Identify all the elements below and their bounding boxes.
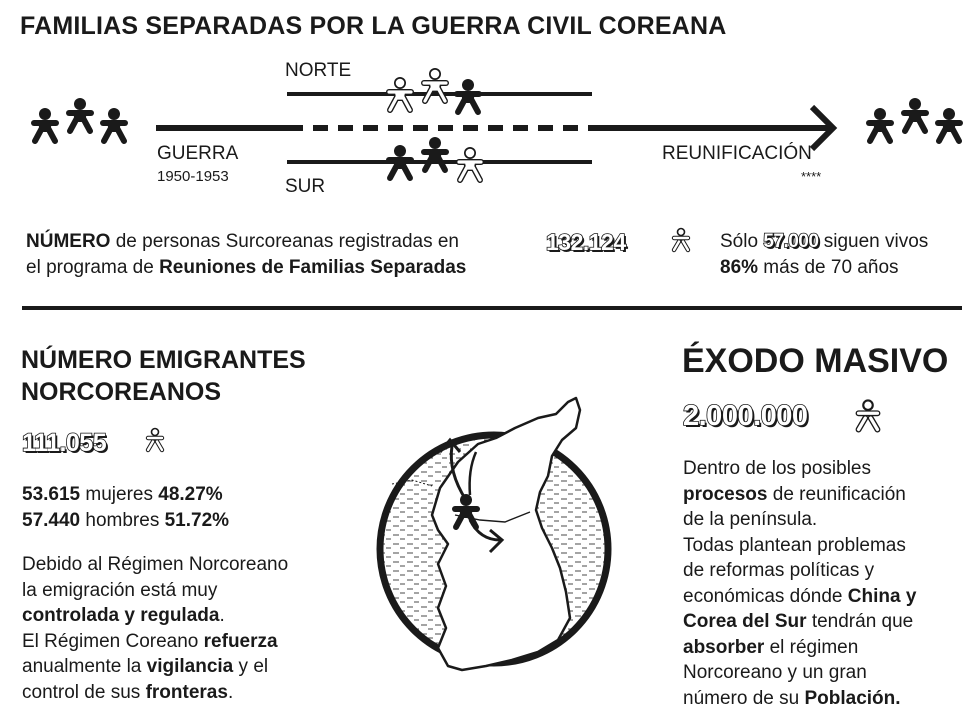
person-outline-icon <box>424 68 446 101</box>
paragraph-line: de reformas políticas y <box>683 560 875 581</box>
south-label: SUR <box>285 176 326 197</box>
paragraph-bold: China y <box>847 585 917 607</box>
person-solid-icon <box>389 145 411 178</box>
paragraph-line: de la península. <box>683 509 818 530</box>
person-outline-icon <box>859 399 878 429</box>
emigrants-heading: NÚMERO EMIGRANTES NORCOREANOS <box>21 344 306 408</box>
paragraph-text: control de sus <box>22 681 146 703</box>
paragraph-bold: vigilancia <box>146 656 234 677</box>
reunification-stars: **** <box>801 169 822 184</box>
paragraph-bold: controlada y regulada <box>22 605 220 626</box>
paragraph-text: tendrán que <box>806 611 914 632</box>
men-pct: 51.72% <box>164 509 230 531</box>
person-outline-icon <box>389 77 411 110</box>
paragraph-bold: refuerza <box>203 630 278 652</box>
paragraph-text: anualmente la <box>22 656 147 677</box>
person-solid-icon <box>34 108 56 141</box>
korea-map-icon <box>376 396 612 672</box>
women-label: mujeres <box>80 484 159 505</box>
exodus-paragraph: Dentro de los posibles procesos de reuni… <box>683 456 916 711</box>
registry-count: 132.124 <box>545 228 627 256</box>
family-right <box>869 98 960 141</box>
paragraph-line: la emigración está muy <box>22 579 218 601</box>
family-south <box>389 137 481 180</box>
alive-suffix: siguen vivos <box>818 231 929 252</box>
page-title: FAMILIAS SEPARADAS POR LA GUERRA CIVIL C… <box>20 12 727 40</box>
paragraph-line: Dentro de los posibles <box>683 458 871 479</box>
emigrants-total: 111.055 <box>21 428 107 458</box>
family-north <box>389 68 479 112</box>
paragraph-text: de reunificación <box>767 483 906 505</box>
person-solid-icon <box>904 98 926 131</box>
registry-description: NÚMERO de personas Surcoreanas registrad… <box>26 229 466 280</box>
paragraph-line: Todas plantean problemas <box>683 534 906 556</box>
paragraph-bold: Corea del Sur <box>683 611 807 632</box>
registry-desc-text: de personas Surcoreanas registradas en <box>110 231 459 252</box>
age-pct: 86% <box>720 256 759 278</box>
age-text: más de 70 años <box>758 256 899 278</box>
women-pct: 48.27% <box>158 484 223 505</box>
men-label: hombres <box>80 509 165 531</box>
men-count: 57.440 <box>22 509 81 531</box>
north-label: NORTE <box>285 60 352 81</box>
emigrants-heading-line: NÚMERO EMIGRANTES <box>21 346 306 374</box>
person-solid-icon <box>938 108 960 141</box>
person-solid-icon <box>103 108 125 141</box>
person-outline-icon <box>459 147 481 180</box>
emigrants-gender: 53.615 mujeres 48.27% 57.440 hombres 51.… <box>22 482 229 533</box>
paragraph-text: El Régimen Coreano <box>22 630 204 652</box>
person-solid-icon <box>69 98 91 131</box>
exodus-heading: ÉXODO MASIVO <box>682 342 949 380</box>
paragraph-text: económicas dónde <box>683 585 848 607</box>
registry-desc-text: el programa de <box>26 256 160 278</box>
paragraph-line: Debido al Régimen Norcoreano <box>22 554 289 575</box>
war-years: 1950-1953 <box>157 168 229 185</box>
paragraph-bold: absorber <box>683 636 765 658</box>
alive-count: 57.000 <box>763 230 820 253</box>
person-outline-icon <box>674 228 688 250</box>
person-solid-icon <box>424 137 446 170</box>
paragraph-text: número de su <box>683 687 805 709</box>
exodus-total: 2.000.000 <box>682 399 809 433</box>
person-solid-icon <box>869 108 891 141</box>
paragraph-text: y el <box>233 656 269 677</box>
person-solid-icon <box>457 79 479 112</box>
person-outline-icon <box>148 428 162 450</box>
section-divider <box>22 306 962 310</box>
paragraph-bold: procesos <box>683 483 768 505</box>
paragraph-bold: fronteras <box>145 681 228 703</box>
women-count: 53.615 <box>22 484 81 505</box>
registry-desc-bold: Reuniones de Familias Separadas <box>159 256 467 278</box>
war-label: GUERRA <box>157 143 239 164</box>
paragraph-text: el régimen <box>764 636 859 658</box>
registry-alive: Sólo 57.000 siguen vivos 86% más de 70 a… <box>720 229 928 280</box>
paragraph-text: . <box>219 605 225 626</box>
registry-desc-bold: NÚMERO <box>26 231 111 252</box>
paragraph-text: . <box>227 681 234 703</box>
reunification-label: REUNIFICACIÓN <box>662 143 812 164</box>
emigrants-heading-line: NORCOREANOS <box>21 378 222 406</box>
paragraph-line: Norcoreano y un gran <box>683 662 867 683</box>
emigrants-paragraph: Debido al Régimen Norcoreano la emigraci… <box>22 552 288 705</box>
paragraph-bold: Población. <box>804 687 901 709</box>
alive-prefix: Sólo <box>720 231 764 252</box>
family-left <box>34 98 125 141</box>
